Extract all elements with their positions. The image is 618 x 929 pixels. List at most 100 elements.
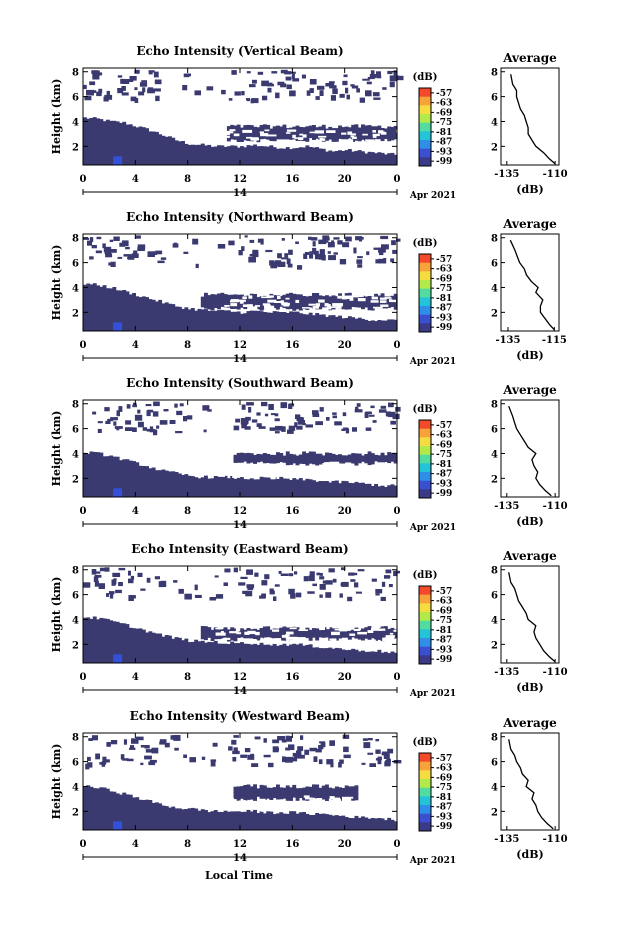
echo-cell (347, 482, 352, 497)
colorbar-unit: (dB) (413, 238, 438, 249)
echo-gap (322, 474, 331, 478)
echo-cell (281, 739, 287, 743)
echo-cell (88, 738, 93, 741)
echo-cell (204, 145, 208, 165)
echo-cell (94, 574, 102, 578)
echo-cell (251, 98, 259, 104)
echo-cell (325, 627, 329, 638)
echo-cell (347, 649, 352, 663)
heatmap-cells (83, 235, 401, 331)
echo-cell (312, 315, 316, 331)
echo-cell (374, 651, 378, 663)
echo-gap (242, 639, 248, 641)
echo-cell (153, 401, 160, 407)
avg-x-tick-label: -115 (542, 335, 567, 346)
echo-cell (93, 571, 101, 574)
colorbar-swatch (419, 813, 431, 823)
echo-cell (318, 745, 324, 750)
echo-cell (325, 452, 329, 466)
echo-cell (140, 762, 144, 766)
echo-cell (312, 247, 317, 254)
echo-cell (207, 144, 212, 165)
echo-cell (269, 588, 274, 592)
echo-cell (259, 454, 264, 462)
echo-cell (328, 296, 333, 311)
echo-cell (312, 647, 316, 663)
echo-cell (105, 119, 110, 165)
echo-cell (312, 147, 316, 165)
echo-cell (115, 456, 120, 497)
echo-gap (324, 462, 335, 465)
echo-cell (145, 466, 149, 497)
echo-gap (248, 306, 258, 310)
echo-cell (383, 651, 388, 663)
echo-gap (374, 805, 386, 808)
echo-cell (272, 126, 277, 142)
echo-cell (207, 627, 212, 638)
echo-cell (243, 313, 248, 331)
echo-gap (247, 630, 256, 635)
echo-cell (332, 415, 337, 419)
echo-cell (338, 815, 342, 830)
echo-cell (264, 574, 270, 580)
echo-gap (372, 130, 376, 133)
echo-gap (220, 631, 224, 633)
echo-cell (288, 404, 293, 409)
echo-cell (286, 258, 291, 265)
echo-cell (366, 81, 372, 85)
echo-cell (223, 582, 228, 586)
echo-gap (250, 801, 257, 804)
echo-gap (371, 627, 380, 630)
echo-cell (246, 643, 251, 663)
echo-cell (256, 127, 261, 143)
echo-cell (236, 147, 241, 165)
echo-cell (285, 293, 290, 310)
echo-cell (258, 426, 266, 429)
echo-gap (352, 136, 357, 139)
echo-cell (288, 249, 293, 255)
echo-cell (278, 570, 282, 574)
echo-cell (174, 306, 179, 331)
echo-cell (295, 788, 300, 801)
echo-cell (184, 307, 189, 331)
echo-cell (243, 785, 248, 801)
echo-gap (242, 296, 247, 299)
echo-gap (394, 799, 398, 803)
echo-cell (144, 755, 152, 760)
echo-cell (344, 650, 349, 663)
echo-cell (89, 451, 94, 497)
echo-cell (240, 811, 244, 830)
echo-cell (308, 236, 312, 240)
echo-cell (325, 295, 329, 308)
echo-cell (217, 293, 221, 310)
colorbar-unit: (dB) (413, 404, 438, 415)
echo-cell (105, 288, 110, 331)
echo-cell (279, 627, 284, 641)
echo-cell (298, 454, 303, 464)
echo-cell (285, 478, 290, 497)
echo-cell (319, 249, 325, 255)
echo-cell (174, 808, 179, 830)
x-tick-label: 8 (184, 340, 191, 351)
echo-cell (268, 762, 274, 768)
echo-gap (264, 307, 275, 311)
echo-cell (247, 754, 255, 760)
echo-cell (339, 759, 344, 764)
echo-cell (303, 576, 309, 582)
echo-cell (251, 763, 259, 767)
echo-cell (156, 425, 160, 429)
echo-cell (158, 803, 163, 830)
echo-gap (222, 637, 231, 640)
echo-cell (254, 736, 261, 740)
echo-cell (139, 82, 148, 87)
echo-cell (212, 742, 218, 747)
echo-cell (231, 70, 237, 75)
echo-cell (313, 756, 318, 762)
echo-cell (357, 453, 362, 464)
echo-cell (351, 453, 356, 464)
echo-cell (148, 131, 153, 165)
echo-cell (390, 258, 395, 263)
echo-cell (115, 621, 120, 663)
echo-cell (352, 427, 357, 432)
echo-cell (233, 628, 238, 642)
